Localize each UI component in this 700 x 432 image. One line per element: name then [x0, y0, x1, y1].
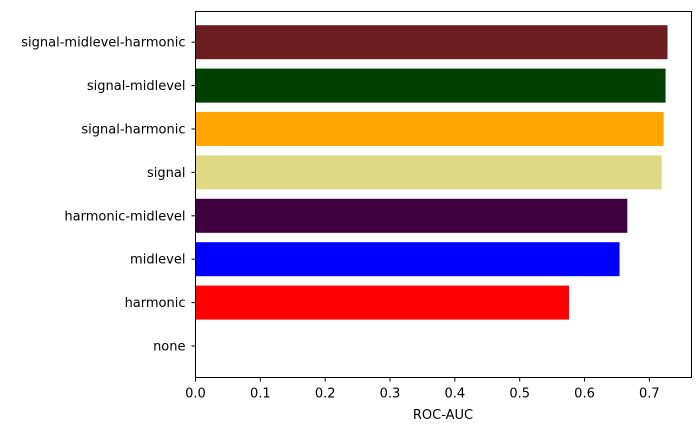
y-tick-label-signal: signal [147, 166, 185, 181]
y-tick-label-signal-midlevel-harmonic: signal-midlevel-harmonic [21, 36, 185, 51]
x-axis-label: ROC-AUC [413, 408, 473, 423]
bar-signal-midlevel [195, 68, 666, 103]
x-tick-label: 0.0 [185, 387, 206, 402]
bar-harmonic [195, 285, 569, 320]
y-tick-label-signal-midlevel: signal-midlevel [87, 79, 186, 94]
y-tick-label-none: none [153, 340, 185, 355]
plot-area-frame [195, 11, 692, 378]
x-tick-label: 0.5 [509, 387, 530, 402]
y-axis-ticks: none harmonic midlevel harmonic-midlevel sig… [21, 36, 196, 355]
x-axis-ticks: 0.0 0.1 0.2 0.3 0.4 0.5 0.6 0.7 [185, 377, 660, 402]
bars-group [195, 25, 668, 320]
bar-midlevel [195, 242, 620, 277]
bar-signal-midlevel-harmonic [195, 25, 668, 60]
bar-signal [195, 155, 662, 190]
x-tick-label: 0.1 [250, 387, 271, 402]
y-tick-label-harmonic-midlevel: harmonic-midlevel [64, 209, 185, 224]
x-tick-label: 0.6 [574, 387, 595, 402]
bar-harmonic-midlevel [195, 198, 628, 233]
x-tick-label: 0.3 [380, 387, 401, 402]
bar-signal-harmonic [195, 112, 664, 146]
y-tick-label-harmonic: harmonic [125, 296, 186, 311]
y-tick-label-signal-harmonic: signal-harmonic [81, 123, 185, 138]
x-tick-label: 0.7 [639, 387, 660, 402]
y-tick-label-midlevel: midlevel [130, 253, 185, 268]
x-tick-label: 0.4 [445, 387, 466, 402]
x-tick-label: 0.2 [315, 387, 336, 402]
